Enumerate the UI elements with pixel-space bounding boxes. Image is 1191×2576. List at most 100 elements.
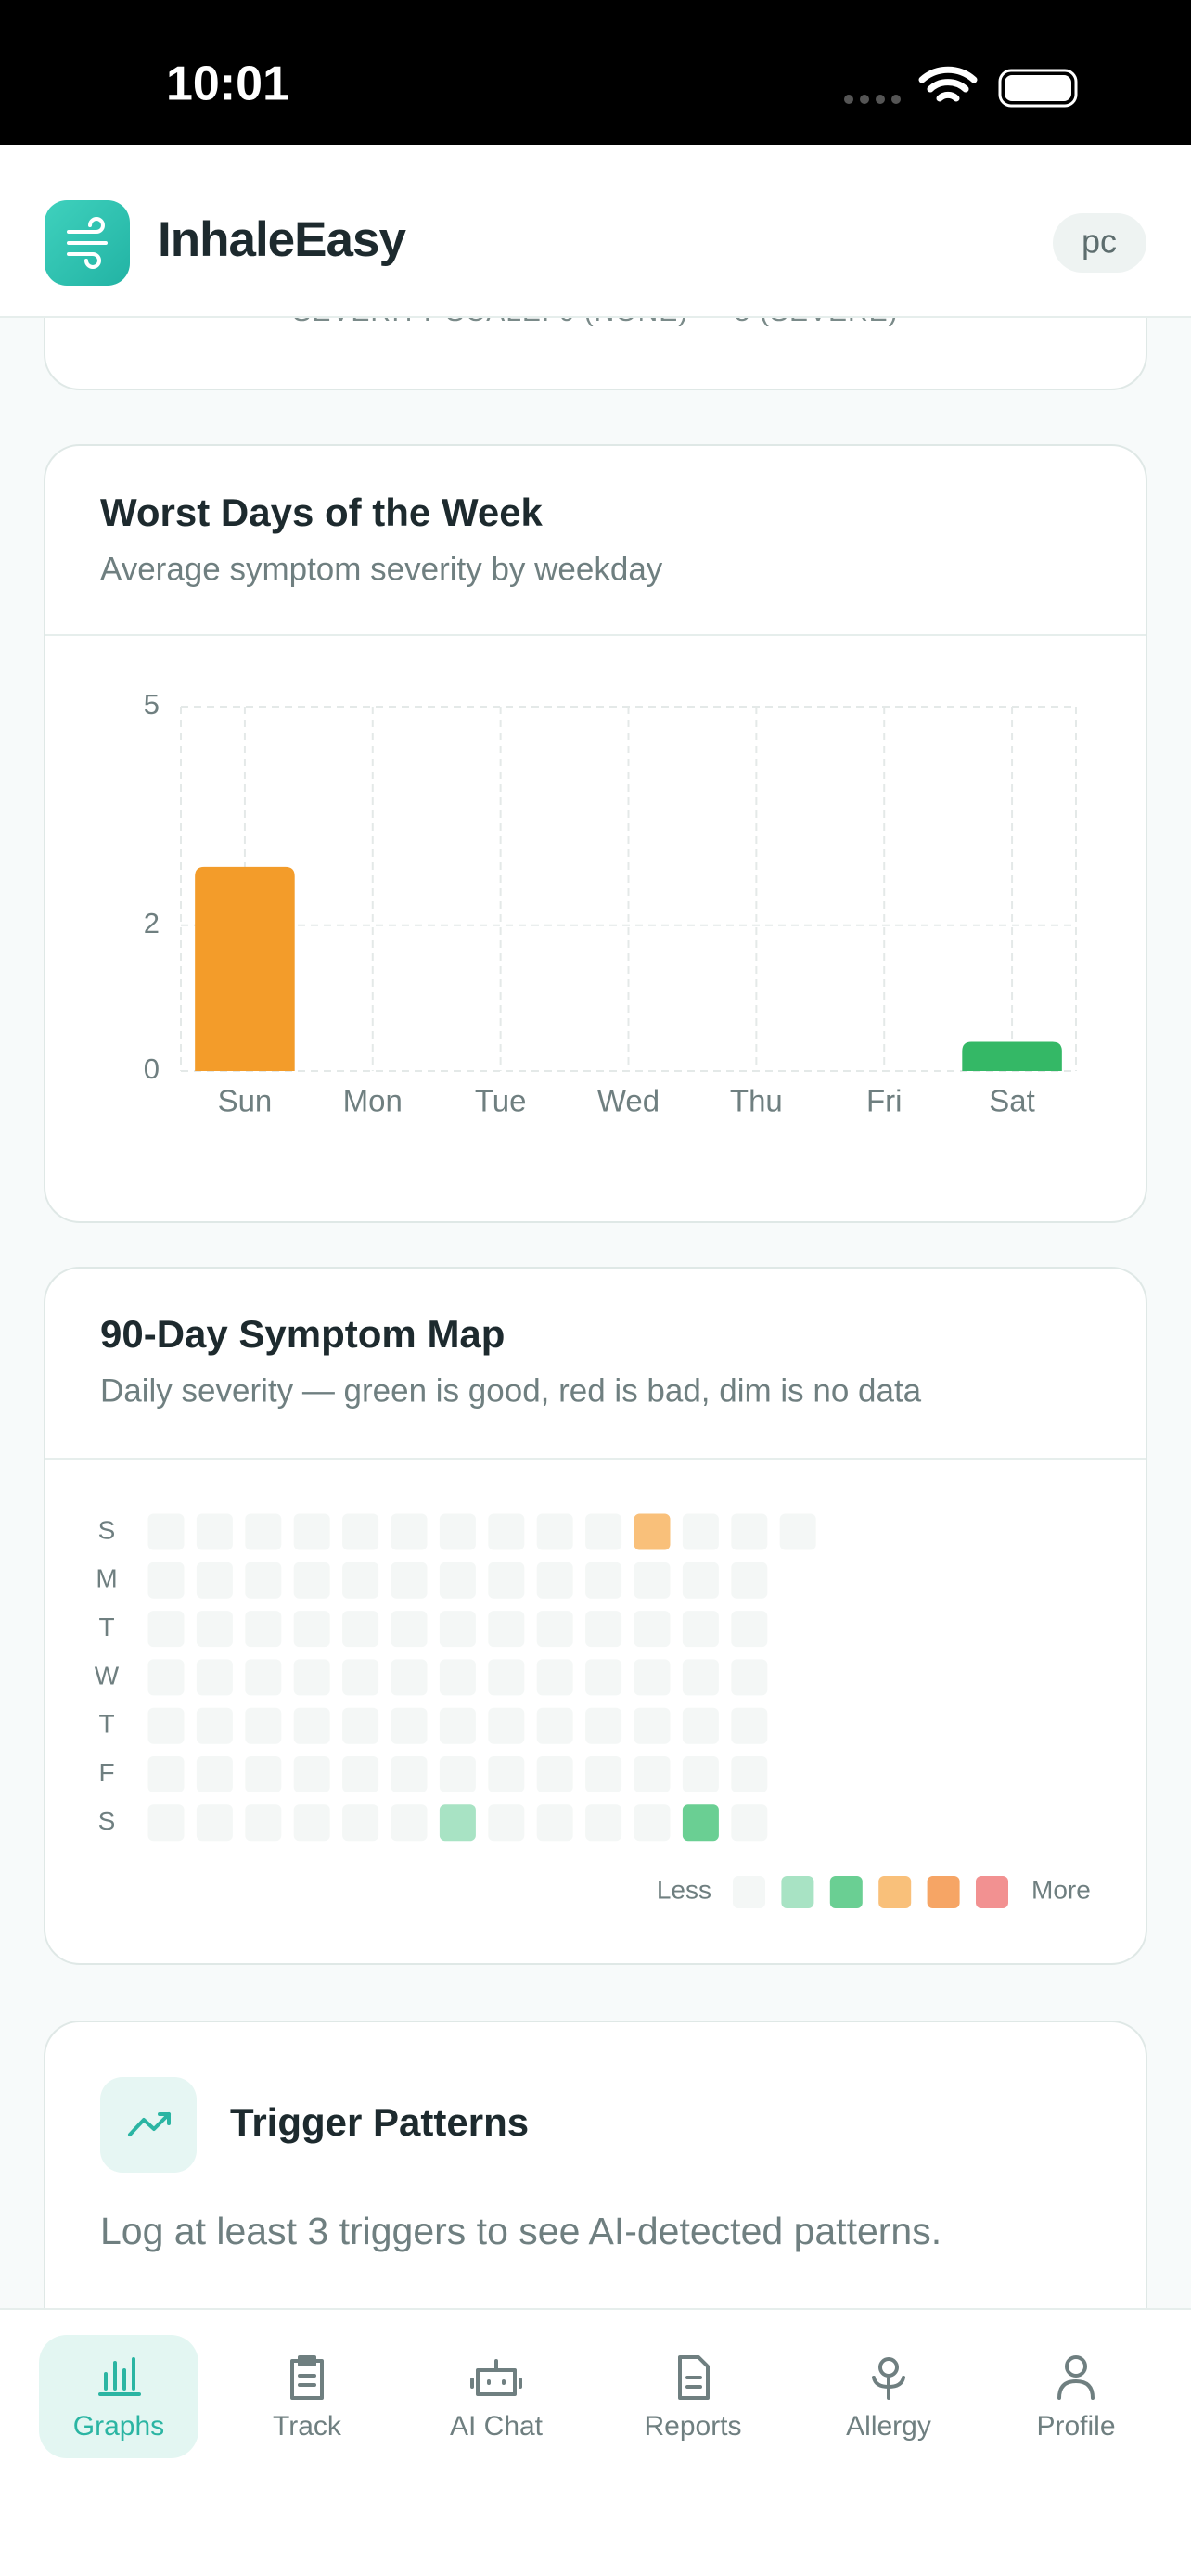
- logo-icon: [67, 217, 108, 269]
- heat-cell: [731, 1804, 768, 1842]
- app-name: InhaleEasy: [158, 212, 406, 267]
- heat-cell: [439, 1804, 476, 1842]
- x-tick-label: Tue: [475, 1084, 527, 1118]
- heat-cell: [196, 1804, 233, 1842]
- heat-cell: [293, 1756, 330, 1792]
- heat-cell: [488, 1804, 525, 1842]
- heat-cell: [731, 1562, 768, 1599]
- x-tick-label: Sun: [218, 1084, 273, 1118]
- nav-label[interactable]: Graphs: [73, 2411, 164, 2442]
- heat-cell: [585, 1611, 622, 1648]
- row-label: T: [98, 1710, 114, 1739]
- y-tick-label: 2: [144, 907, 160, 939]
- x-tick-label: Mon: [343, 1084, 403, 1118]
- row-label: W: [95, 1661, 120, 1690]
- nav-icon[interactable]: [290, 2355, 324, 2400]
- heat-cell: [245, 1562, 282, 1599]
- heat-cell: [293, 1611, 330, 1648]
- heat-cell: [439, 1611, 476, 1648]
- heat-cell: [634, 1756, 671, 1792]
- legend-swatch: [878, 1876, 912, 1908]
- heat-cell: [147, 1804, 185, 1842]
- heat-cell: [439, 1513, 476, 1550]
- heat-cell: [147, 1562, 185, 1599]
- heat-cell: [731, 1756, 768, 1792]
- heat-cell: [293, 1562, 330, 1599]
- heat-cell: [342, 1804, 379, 1842]
- heat-cell: [585, 1756, 622, 1792]
- heat-cell: [682, 1659, 719, 1696]
- heat-cell: [731, 1707, 768, 1744]
- card-text: Log at least 3 triggers to see AI-detect…: [100, 2210, 941, 2252]
- legend-swatch: [976, 1876, 1008, 1908]
- nav-icon[interactable]: [678, 2355, 710, 2400]
- row-label: F: [98, 1758, 114, 1787]
- heat-cell: [536, 1562, 573, 1599]
- heat-cell: [391, 1707, 428, 1744]
- heat-cell: [391, 1804, 428, 1842]
- nav-icon[interactable]: [98, 2357, 141, 2396]
- heat-cell: [342, 1611, 379, 1648]
- heat-cell: [196, 1659, 233, 1696]
- heat-cell: [634, 1707, 671, 1744]
- avatar-initials[interactable]: pc: [1082, 223, 1117, 261]
- battery-level: [1005, 75, 1071, 101]
- heat-cell: [634, 1513, 671, 1550]
- nav-icon[interactable]: [872, 2357, 905, 2400]
- status-time: 10:01: [166, 57, 289, 111]
- nav-label[interactable]: Allergy: [846, 2411, 931, 2442]
- heat-cell: [488, 1513, 525, 1550]
- avatar[interactable]: [1053, 213, 1146, 273]
- x-tick-label: Thu: [730, 1084, 783, 1118]
- heat-cell: [682, 1707, 719, 1744]
- heat-cell: [147, 1659, 185, 1696]
- bar: [195, 866, 295, 1071]
- heat-cell: [488, 1756, 525, 1792]
- nav-label[interactable]: Reports: [644, 2411, 741, 2442]
- y-tick-label: 0: [144, 1052, 160, 1085]
- legend-high: More: [1031, 1875, 1091, 1904]
- nav-label[interactable]: Track: [273, 2411, 342, 2442]
- heat-cell: [196, 1756, 233, 1792]
- trend-icon: [128, 2112, 171, 2136]
- heat-cell: [245, 1513, 282, 1550]
- heat-cell: [488, 1707, 525, 1744]
- heat-cell: [536, 1659, 573, 1696]
- heat-cell: [585, 1707, 622, 1744]
- heat-cell: [293, 1513, 330, 1550]
- header: [0, 145, 1191, 317]
- heat-cell: [488, 1611, 525, 1648]
- heat-cell: [293, 1707, 330, 1744]
- heat-cell: [245, 1804, 282, 1842]
- nav-icon[interactable]: [1057, 2355, 1095, 2400]
- legend-low: Less: [657, 1875, 711, 1904]
- nav-items: Graphs Track AI Chat Reports Allergy Profile: [39, 2335, 1116, 2458]
- nav-active-pill[interactable]: [39, 2335, 198, 2458]
- heat-cell: [342, 1707, 379, 1744]
- card-subtitle: Average symptom severity by weekday: [100, 551, 663, 587]
- heat-cell: [536, 1513, 573, 1550]
- heat-cell: [682, 1513, 719, 1550]
- heat-cell: [245, 1756, 282, 1792]
- card-title: Worst Days of the Week: [100, 491, 544, 534]
- heat-cell: [585, 1513, 622, 1550]
- row-label: M: [96, 1564, 117, 1593]
- heat-cell: [391, 1659, 428, 1696]
- heat-cell: [342, 1513, 379, 1550]
- card: [44, 444, 1147, 1223]
- heat-cell: [634, 1611, 671, 1648]
- trend-icon: [158, 2112, 171, 2125]
- heat-cell: [585, 1659, 622, 1696]
- nav-label[interactable]: AI Chat: [450, 2411, 544, 2442]
- heat-cell: [488, 1659, 525, 1696]
- bar: [962, 1041, 1062, 1071]
- y-tick-label: 5: [144, 688, 160, 721]
- x-tick-label: Wed: [597, 1084, 660, 1118]
- row-label: T: [98, 1613, 114, 1641]
- card-subtitle: Daily severity — green is good, red is b…: [100, 1372, 922, 1409]
- heat-cell: [682, 1611, 719, 1648]
- nav-icon[interactable]: [470, 2359, 522, 2396]
- heat-cell: [536, 1611, 573, 1648]
- nav-label[interactable]: Profile: [1036, 2411, 1115, 2442]
